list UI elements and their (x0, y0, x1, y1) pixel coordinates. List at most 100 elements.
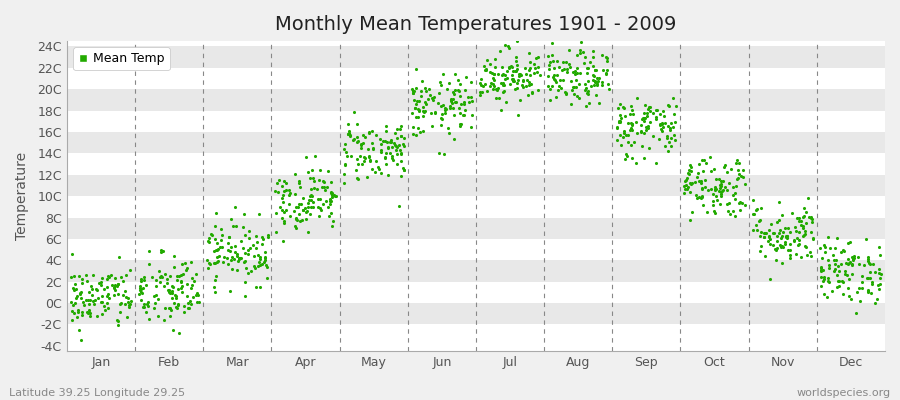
Point (276, 209, 291, 215)
Point (646, 132, 661, 139)
Point (804, 215, 818, 222)
Point (439, 105, 454, 112)
Point (154, 273, 168, 280)
Point (189, 271, 203, 277)
Point (610, 124, 625, 131)
Point (695, 194, 709, 200)
Point (772, 227, 787, 234)
Point (171, 286, 185, 293)
Point (252, 256, 266, 262)
Point (746, 227, 760, 234)
Point (184, 285, 198, 291)
Point (410, 98, 424, 104)
Point (240, 246, 255, 253)
Point (720, 186, 734, 193)
Point (736, 167, 751, 173)
Point (372, 166, 386, 172)
Point (491, 84, 506, 91)
Point (253, 262, 267, 268)
Point (444, 97, 458, 103)
Point (799, 244, 814, 250)
Point (496, 80, 510, 87)
Point (698, 176, 712, 183)
Point (775, 260, 789, 266)
Point (123, 298, 138, 304)
Point (354, 141, 368, 148)
Point (584, 83, 598, 89)
Point (487, 71, 501, 78)
Point (461, 94, 475, 100)
Point (397, 143, 411, 149)
Point (110, 283, 124, 289)
Point (338, 162, 353, 169)
Point (732, 171, 746, 177)
Point (385, 153, 400, 159)
Point (751, 206, 765, 212)
Point (69, 295, 84, 301)
Point (492, 95, 507, 101)
Point (828, 260, 842, 267)
Point (122, 300, 137, 307)
Point (70, 314, 85, 320)
Point (488, 64, 502, 70)
Point (102, 273, 116, 280)
Point (579, 103, 593, 109)
Point (209, 210, 223, 216)
Point (95, 299, 110, 306)
Point (791, 242, 806, 249)
Point (475, 89, 490, 95)
Point (289, 204, 303, 210)
Point (630, 95, 644, 101)
Point (861, 274, 876, 281)
Point (842, 276, 856, 282)
Point (629, 160, 643, 166)
Point (515, 82, 529, 88)
Point (74, 337, 88, 344)
Point (393, 150, 408, 157)
Point (726, 184, 741, 190)
Point (725, 192, 740, 198)
Point (142, 261, 157, 268)
Point (636, 118, 651, 124)
Point (165, 283, 179, 290)
Point (697, 156, 711, 163)
Point (734, 173, 748, 180)
Point (169, 293, 184, 300)
Point (210, 247, 224, 253)
Point (201, 257, 215, 264)
Point (656, 123, 670, 130)
Point (324, 179, 338, 185)
Point (688, 178, 702, 185)
Point (356, 157, 371, 164)
Bar (67, 89, 885, 111)
Point (779, 233, 794, 239)
Legend: Mean Temp: Mean Temp (73, 47, 169, 70)
Point (360, 146, 374, 152)
Point (762, 240, 777, 247)
Point (338, 140, 353, 147)
Point (277, 177, 292, 184)
Point (796, 213, 811, 220)
Point (868, 299, 883, 306)
Point (861, 287, 876, 294)
Point (612, 119, 626, 125)
Point (643, 104, 657, 110)
Point (829, 257, 843, 263)
Point (321, 204, 336, 210)
Bar (67, 303, 885, 324)
Point (521, 82, 535, 88)
Point (118, 288, 132, 294)
Point (187, 277, 202, 284)
Point (83, 313, 97, 319)
Point (679, 182, 693, 188)
Point (327, 192, 341, 198)
Point (350, 134, 365, 140)
Point (616, 104, 630, 110)
Point (766, 230, 780, 237)
Point (780, 246, 795, 253)
Point (595, 82, 609, 88)
Point (170, 272, 184, 279)
Point (796, 223, 810, 229)
Point (502, 65, 517, 72)
Point (801, 195, 815, 202)
